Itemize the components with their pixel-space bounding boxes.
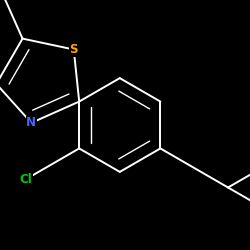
Text: Cl: Cl xyxy=(20,172,32,186)
Text: N: N xyxy=(26,116,36,129)
Text: S: S xyxy=(70,43,78,56)
